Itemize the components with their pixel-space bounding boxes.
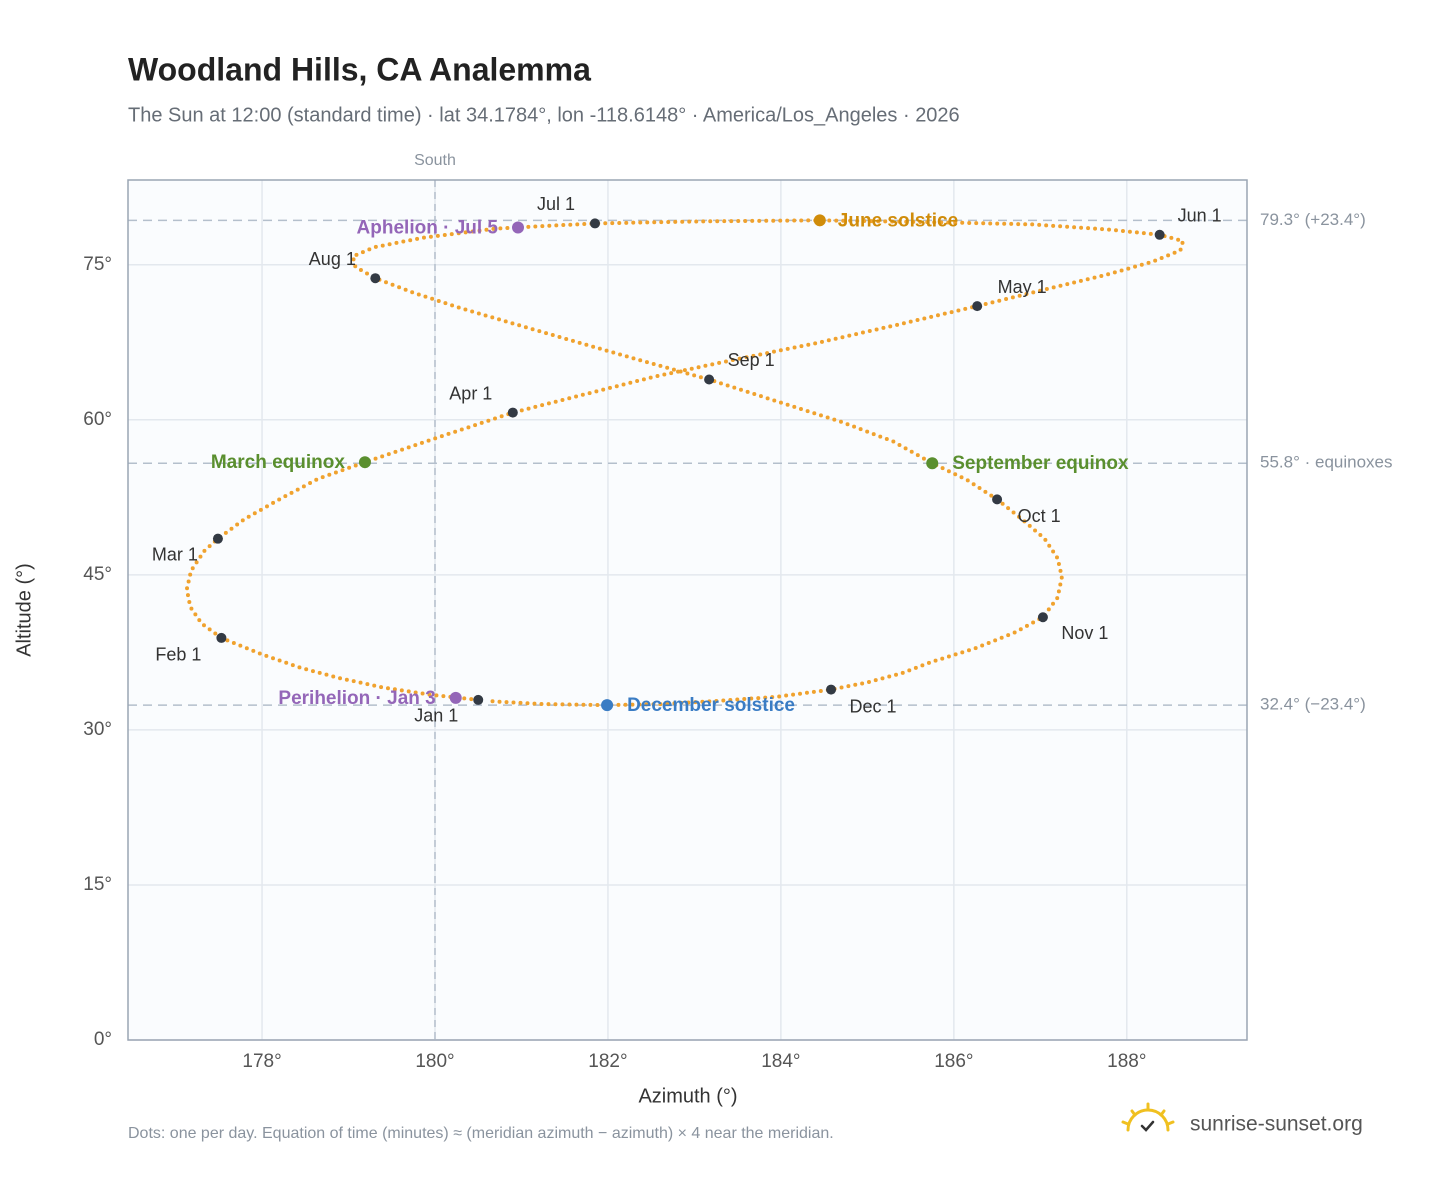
month-marker (370, 273, 381, 284)
footnote: Dots: one per day. Equation of time (min… (128, 1125, 834, 1142)
plot-border (127, 179, 1248, 1041)
reference-label: 79.3° (+23.4°) (1260, 210, 1366, 229)
month-marker (992, 494, 1003, 505)
month-label: Oct 1 (1018, 506, 1061, 526)
month-marker (704, 374, 715, 385)
month-marker (826, 684, 837, 695)
y-tick-label: 75° (83, 254, 112, 275)
month-label: Jun 1 (1178, 206, 1222, 226)
logo-icon (1121, 1102, 1175, 1132)
month-label: Feb 1 (155, 645, 201, 665)
month-label: Apr 1 (449, 383, 492, 403)
x-axis-title: Azimuth (°) (638, 1085, 737, 1107)
month-marker (212, 533, 223, 544)
month-marker (589, 218, 600, 229)
y-tick-label: 0° (94, 1029, 112, 1050)
brand: sunrise-sunset.org (1190, 1113, 1363, 1136)
month-marker (507, 407, 518, 418)
event-marker (601, 699, 614, 712)
y-axis-title: Altitude (°) (13, 563, 35, 657)
y-tick-label: 60° (83, 409, 112, 430)
month-label: May 1 (998, 277, 1047, 297)
event-label: Aphelion · Jul 5 (357, 218, 499, 239)
reference-label: 32.4° (−23.4°) (1260, 695, 1366, 714)
month-label: Dec 1 (850, 696, 897, 716)
month-marker (1037, 612, 1048, 623)
event-label: September equinox (952, 453, 1129, 474)
reference-label: 55.8° · equinoxes (1260, 453, 1393, 472)
y-tick-label: 45° (83, 564, 112, 585)
month-label: Jul 1 (537, 194, 575, 214)
month-marker (473, 694, 484, 705)
event-marker (449, 691, 462, 704)
x-tick-label: 178° (242, 1051, 281, 1072)
event-label: June solstice (838, 210, 958, 231)
event-label: March equinox (211, 452, 346, 473)
month-label: Mar 1 (152, 544, 198, 564)
month-marker (1154, 229, 1165, 240)
month-marker (216, 632, 227, 643)
x-tick-label: 180° (415, 1051, 454, 1072)
event-marker (926, 457, 939, 470)
x-tick-label: 186° (934, 1051, 973, 1072)
month-label: Sep 1 (728, 350, 775, 370)
x-tick-label: 188° (1107, 1051, 1146, 1072)
chart-title: Woodland Hills, CA Analemma (128, 51, 591, 87)
event-label: December solstice (627, 695, 795, 716)
x-tick-label: 182° (588, 1051, 627, 1072)
month-label: Aug 1 (309, 249, 356, 269)
event-marker (512, 221, 525, 234)
event-label: Perihelion · Jan 3 (278, 688, 435, 709)
event-marker (813, 214, 826, 227)
plot-area (128, 180, 1247, 1040)
x-tick-label: 184° (761, 1051, 800, 1072)
meridian-label: South (414, 152, 456, 169)
month-label: Jan 1 (414, 706, 458, 726)
chart-subtitle: The Sun at 12:00 (standard time) · lat 3… (128, 104, 960, 126)
y-tick-label: 30° (83, 719, 112, 740)
month-marker (972, 301, 983, 312)
month-label: Nov 1 (1061, 623, 1108, 643)
y-tick-label: 15° (83, 874, 112, 895)
event-marker (358, 456, 371, 469)
